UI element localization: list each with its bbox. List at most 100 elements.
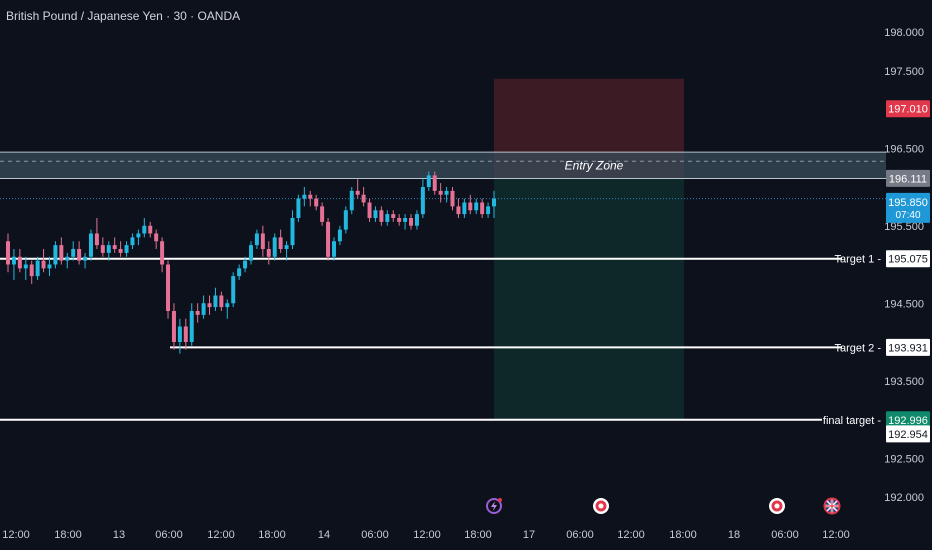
candle [397,214,402,226]
extra-price-badge-bg [886,425,930,443]
uk-flag-event-icon [823,497,841,515]
candle [130,233,135,249]
candle [160,237,165,273]
candle-body [118,249,123,253]
candle-body [225,303,230,308]
candle-body [106,245,111,253]
lightning-event-icon [486,498,502,514]
candle [284,241,289,261]
candle [88,229,93,261]
candle-body [397,218,402,222]
candle [65,252,70,269]
candle [35,256,40,280]
x-tick-label: 18:00 [669,529,697,541]
candle-body [100,245,105,253]
candle [367,198,372,222]
candle-body [367,202,372,218]
x-tick-label: 06:00 [155,529,183,541]
candle-body [343,210,348,230]
candle-body [254,233,259,246]
candle [486,202,491,218]
candle-body [290,218,295,246]
stop-price-badge: 197.010 [888,104,928,116]
news-event-icon [769,498,785,514]
candle [474,198,479,215]
candle-body [219,295,224,308]
candle [290,210,295,249]
candle-body [154,233,159,242]
lightning-bolt [491,501,497,511]
candle [59,237,64,265]
candle-body [77,249,82,261]
candle [296,194,301,222]
x-tick-label: 17 [523,529,535,541]
candle [83,252,88,269]
candle [195,303,200,323]
candle [314,194,319,211]
candle [237,264,242,280]
candle [260,225,265,257]
candle-body [59,245,64,261]
candle [468,194,473,215]
candle-body [486,206,491,215]
candle [361,187,366,207]
candle-body [35,260,40,277]
candle-body [6,241,10,265]
candle [77,241,82,265]
candle [106,241,111,261]
news-event-icon [593,498,609,514]
candle [166,260,171,319]
candle [385,210,390,226]
candle [243,256,248,273]
candle [492,190,496,218]
x-tick-label: 06:00 [566,529,594,541]
candle-body [195,311,200,315]
candle-body [266,249,271,257]
y-tick-label: 197.500 [884,66,924,78]
zones-layer: Entry Zone [0,78,886,420]
current-price-badge-countdown: 07:40 [895,210,920,221]
candle-body [468,202,473,211]
candle-body [438,190,443,195]
target-label-3: final target - [823,415,881,427]
candle [71,241,76,261]
target-zone [494,178,684,420]
candle-body [130,237,135,246]
candle-body [296,198,301,218]
candle-body [492,198,496,207]
candle-body [148,225,153,234]
candle-body [142,225,147,234]
candle-body [260,233,265,249]
candle-body [83,256,88,261]
candle [438,183,443,203]
candle-body [474,202,479,211]
candle [201,295,206,319]
candle-body [391,214,396,218]
y-tick-label: 195.500 [884,221,924,233]
candle [403,214,408,230]
time-axis: 12:00 18:00 13 06:00 12:00 18:00 14 06:00 12:00 1… [2,529,850,541]
candle [249,241,253,265]
x-tick-label: 12:00 [413,529,441,541]
candle [225,299,230,319]
candle-body [337,229,342,242]
candle-body [65,256,70,261]
candle-body [136,233,141,238]
target-2-badge: 193.931 [888,342,928,354]
candle [302,187,307,207]
candle-body [379,210,384,222]
candle-body [450,190,455,207]
candle [118,241,123,257]
candle-body [112,245,117,249]
news-inner [598,503,604,509]
x-tick-label: 18:00 [54,529,82,541]
candle [100,237,105,257]
candle-body [166,264,171,311]
candle [349,187,354,215]
candle [11,249,16,280]
candle [171,303,176,350]
candle-body [349,190,354,211]
candle-body [403,218,408,222]
target-1-badge: 195.075 [888,254,928,266]
